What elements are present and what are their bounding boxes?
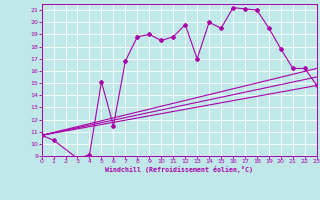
X-axis label: Windchill (Refroidissement éolien,°C): Windchill (Refroidissement éolien,°C)	[105, 166, 253, 173]
